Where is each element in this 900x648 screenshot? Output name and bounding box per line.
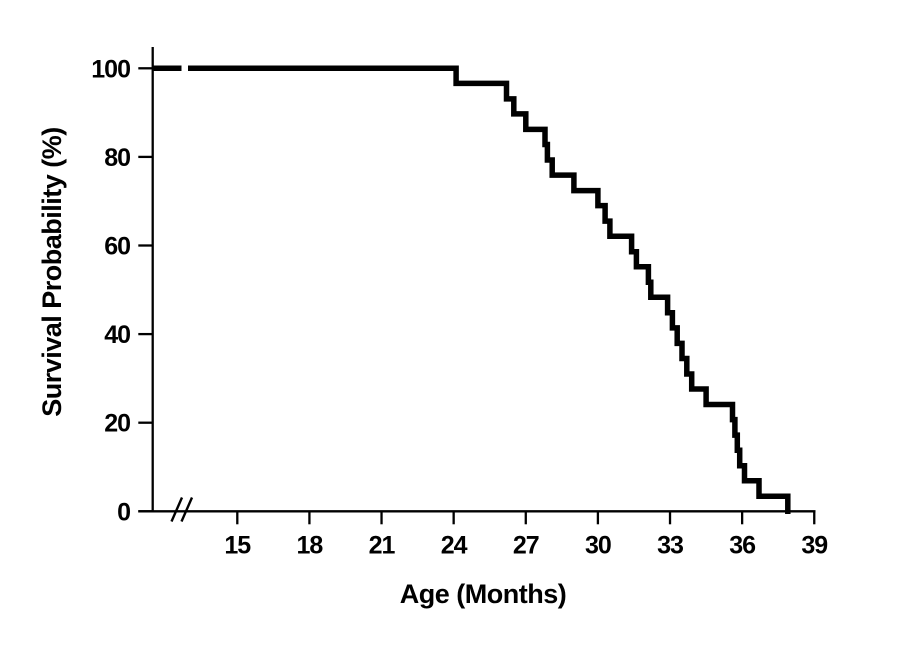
x-tick-label: 30 [585, 532, 611, 560]
survival-curve [152, 65, 791, 514]
x-tick-label: 18 [297, 532, 324, 560]
x-tick-label: 21 [369, 532, 396, 560]
x-tick-label: 15 [224, 532, 251, 560]
y-axis-title: Survival Probability (%) [37, 127, 67, 417]
y-tick-label: 40 [104, 321, 130, 349]
x-tick-label: 24 [441, 532, 468, 560]
x-tick-label: 39 [801, 532, 827, 560]
y-tick-label: 0 [117, 498, 130, 526]
x-axis-title: Age (Months) [400, 579, 566, 609]
y-tick-label: 20 [104, 410, 130, 438]
y-tick-label: 80 [104, 144, 130, 172]
axis-break-slash [180, 497, 194, 522]
x-tick-label: 36 [729, 532, 755, 560]
x-tick-label: 27 [513, 532, 539, 560]
y-tick-label: 60 [104, 233, 130, 261]
plot-area: 0 20 40 60 80 100 15 18 21 24 27 30 33 36 39 [91, 47, 828, 560]
y-tick-label: 100 [91, 55, 130, 83]
axis-break-slash [170, 497, 184, 522]
x-tick-label: 33 [657, 532, 683, 560]
